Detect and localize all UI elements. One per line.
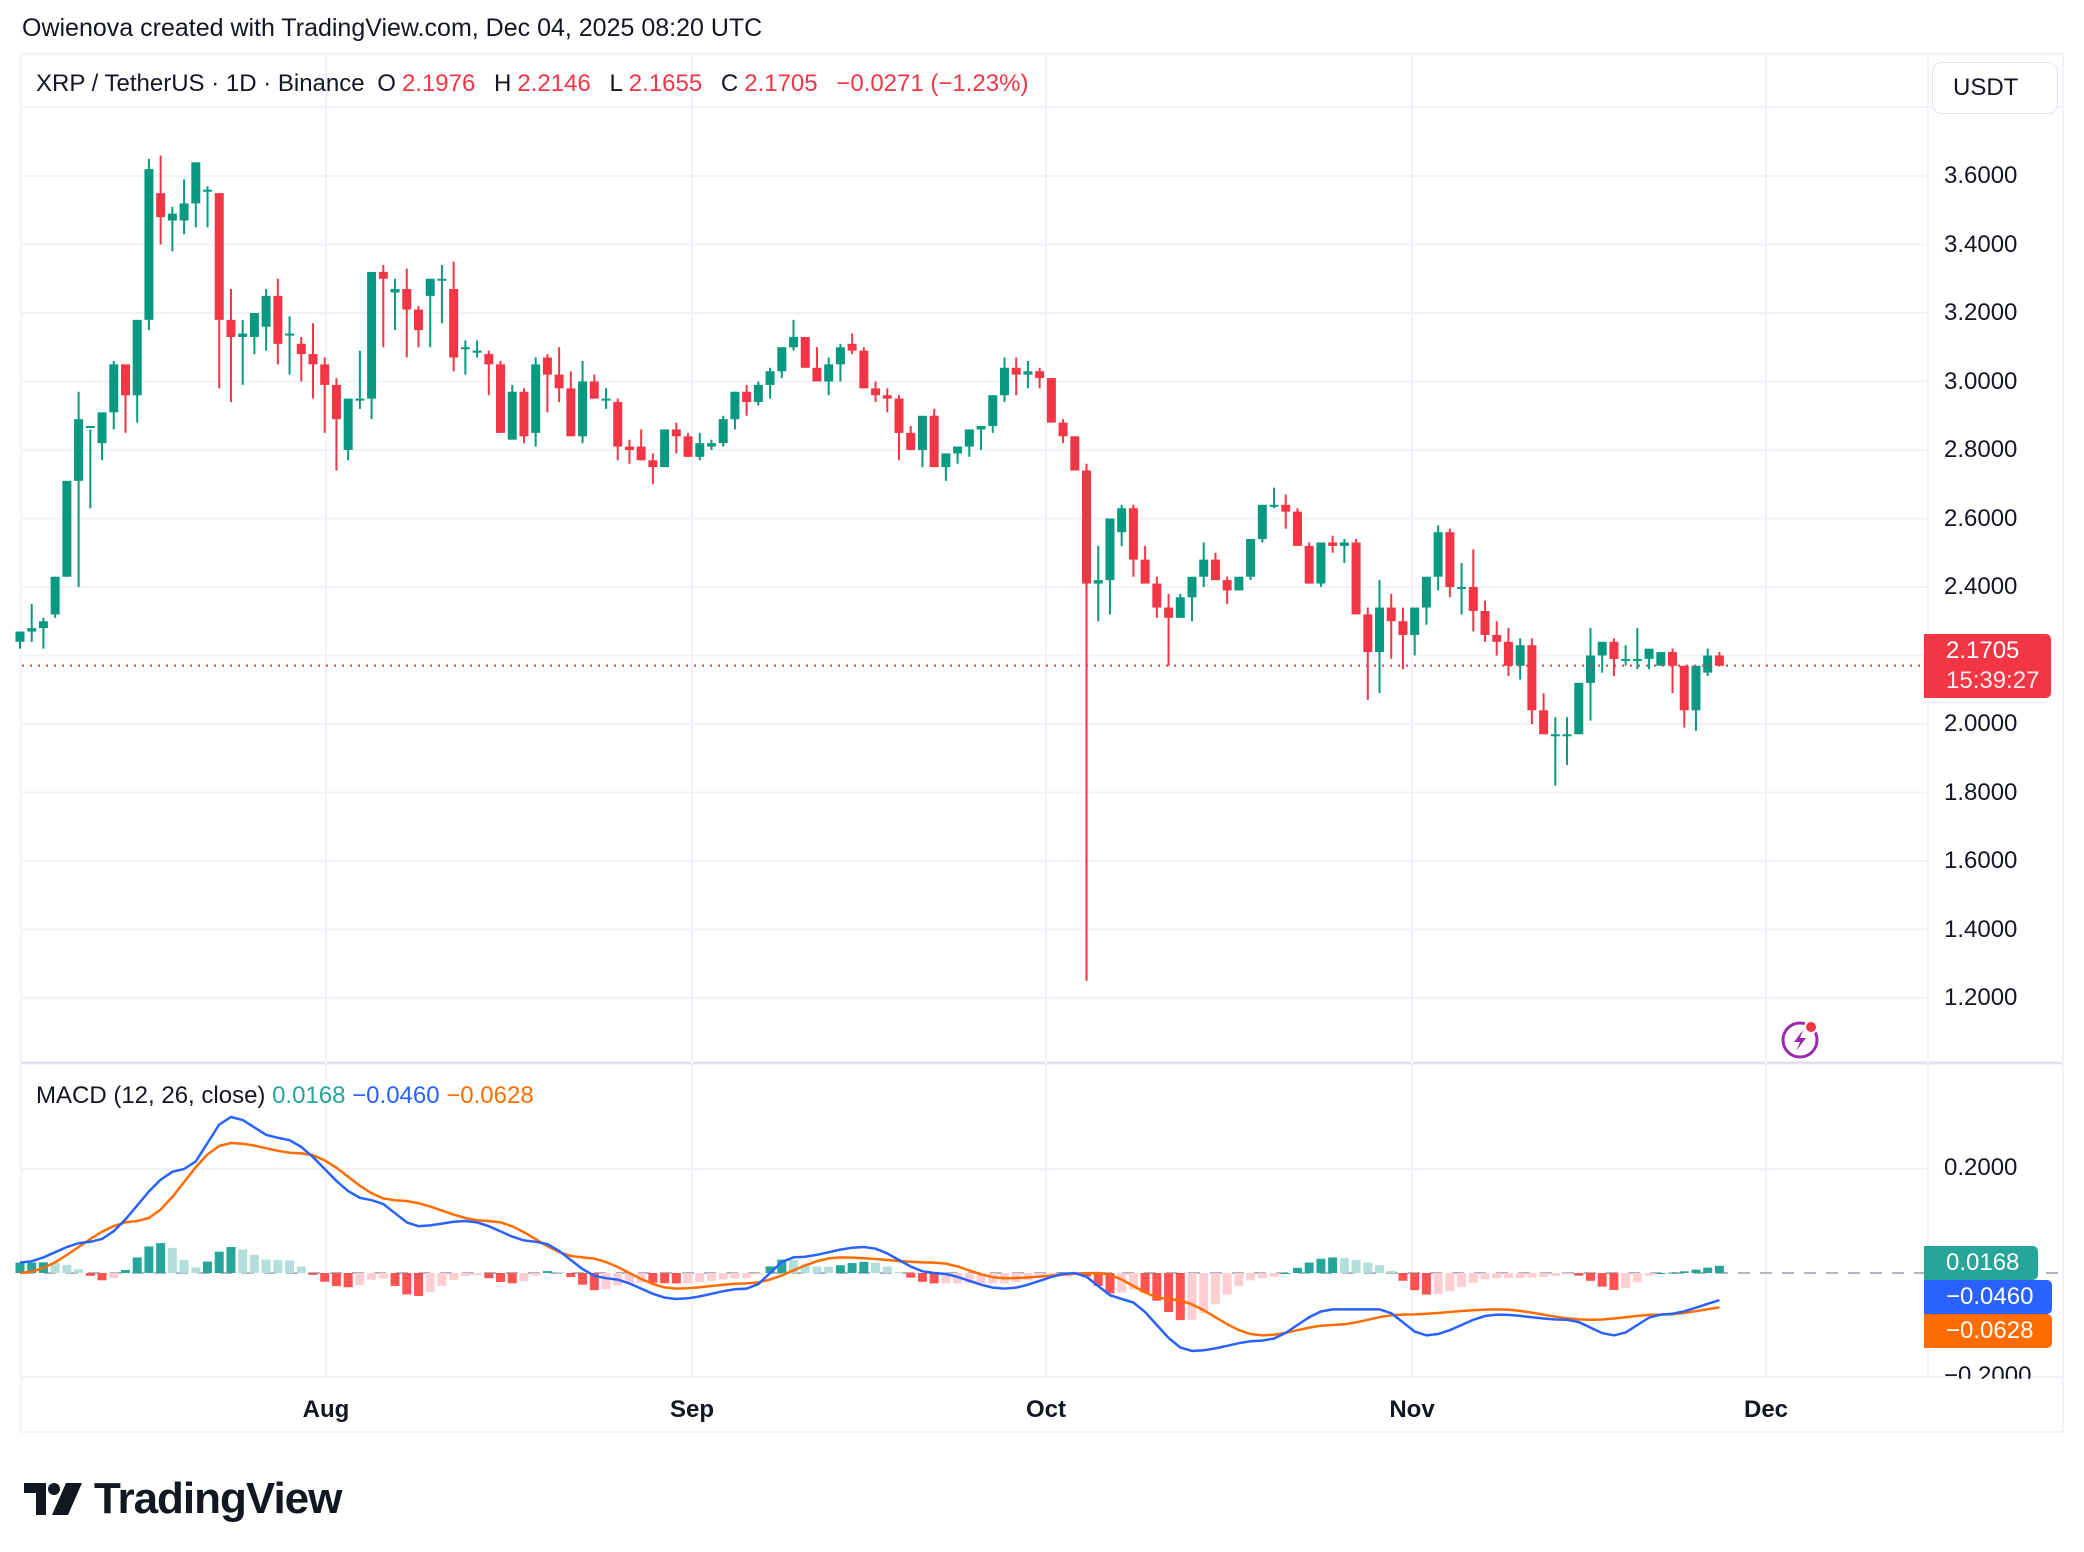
macd-line-tag: −0.0460 xyxy=(1924,1280,2052,1314)
price-axis-label: 1.4000 xyxy=(1944,915,2018,943)
chart-frame xyxy=(20,53,2064,1433)
last-price: 2.1705 xyxy=(1946,636,2020,664)
price-axis-label: 3.0000 xyxy=(1944,367,2018,395)
price-axis-label: 3.4000 xyxy=(1944,230,2018,258)
macd-line-value: −0.0460 xyxy=(352,1082,440,1109)
price-axis-label: 1.2000 xyxy=(1944,984,2018,1011)
price-axis-label: 3.6000 xyxy=(1944,162,2018,189)
price-axis-label: 2.8000 xyxy=(1944,436,2018,463)
tradingview-logo[interactable]: TradingView xyxy=(24,1474,342,1524)
price-axis-label: 1.6000 xyxy=(1944,847,2018,874)
alert-icon[interactable] xyxy=(1780,1018,1820,1059)
macd-axis-label: −0.2000 xyxy=(1944,1362,2032,1389)
time-axis-label: Oct xyxy=(1025,1396,1067,1423)
chart-credit: Owienova created with TradingView.com, D… xyxy=(22,14,763,42)
macd-signal-tag: −0.0628 xyxy=(1924,1314,2052,1348)
macd-title[interactable]: MACD (12, 26, close) xyxy=(36,1082,266,1109)
macd-histogram-tag: 0.0168 xyxy=(1924,1246,2038,1280)
tradingview-logo-icon xyxy=(24,1483,82,1515)
symbol-title[interactable]: XRP / TetherUS · 1D · Binance xyxy=(36,70,365,97)
price-axis-label: 2.0000 xyxy=(1944,710,2018,737)
time-axis-label: Aug xyxy=(302,1396,350,1423)
macd-signal-value: −0.0628 xyxy=(446,1082,534,1109)
currency-button[interactable]: USDT xyxy=(1932,62,2058,114)
macd-axis-label: 0.2000 xyxy=(1944,1154,2018,1181)
open-value: O 2.1976 xyxy=(377,70,476,97)
bar-countdown: 15:39:27 xyxy=(1946,666,2040,694)
macd-legend: MACD (12, 26, close) 0.0168 −0.0460 −0.0… xyxy=(36,1082,534,1110)
time-axis-label: Nov xyxy=(1389,1396,1435,1423)
change-value: −0.0271 (−1.23%) xyxy=(836,70,1029,97)
last-price-tag: 2.1705 15:39:27 xyxy=(1924,633,2052,698)
time-axis-label: Dec xyxy=(1743,1396,1789,1423)
brand-name: TradingView xyxy=(94,1474,342,1523)
price-axis-label: 2.4000 xyxy=(1944,573,2018,600)
low-value: L 2.1655 xyxy=(609,70,703,97)
price-axis-label: 2.6000 xyxy=(1944,504,2018,532)
price-axis-label: 3.2000 xyxy=(1944,299,2018,326)
high-value: H 2.2146 xyxy=(494,70,591,97)
close-value: C 2.1705 xyxy=(720,70,818,97)
price-axis-label: 1.8000 xyxy=(1944,778,2018,806)
time-axis-label: Sep xyxy=(669,1396,715,1423)
macd-histogram-value: 0.0168 xyxy=(272,1082,346,1109)
